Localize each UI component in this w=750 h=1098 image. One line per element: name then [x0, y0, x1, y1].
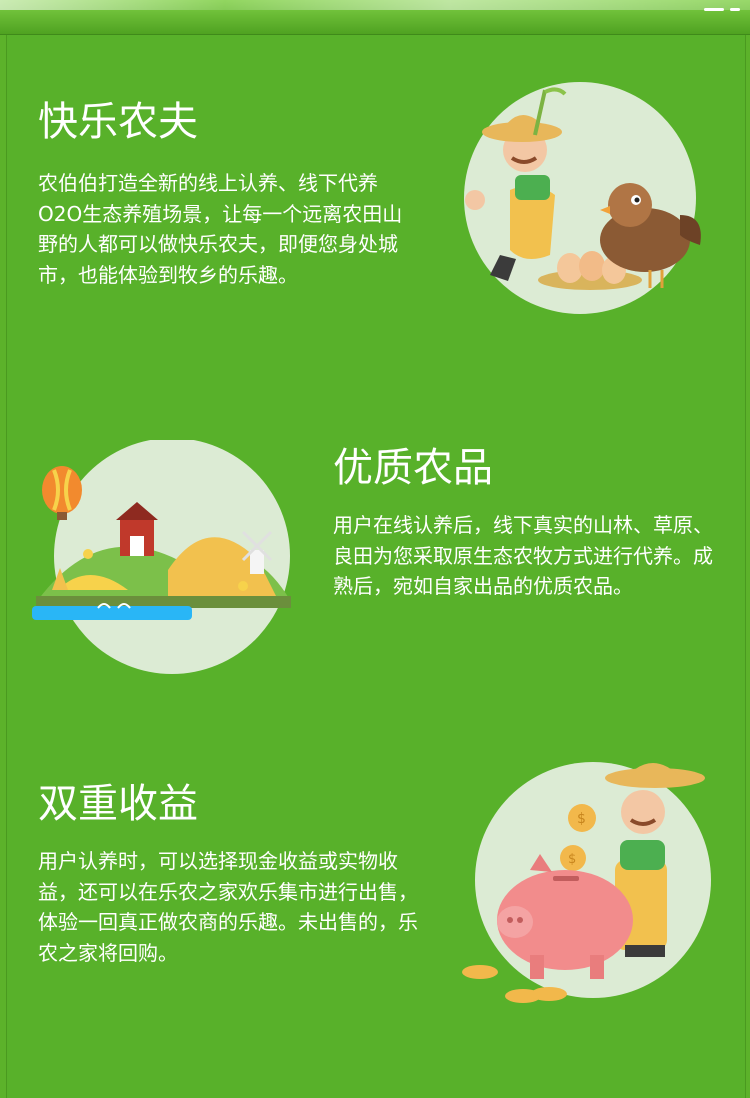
top-bar-decor-dash [704, 8, 724, 11]
farmer-with-chicken-illustration [450, 80, 720, 320]
top-bar-decor-dash [730, 8, 740, 11]
svg-text:$: $ [568, 852, 576, 867]
section-body: 农伯伯打造全新的线上认养、线下代养O2O生态养殖场景，让每一个远离农田山野的人都… [38, 171, 403, 287]
section-title: 双重收益 [38, 781, 198, 827]
top-bar-gloss [0, 0, 750, 10]
section-body: 用户认养时，可以选择现金收益或实物收益，还可以在乐农之家欢乐集市进行出售，体验一… [38, 849, 418, 965]
section-quality-products: 优质农品 用户在线认养后，线下真实的山林、草原、良田为您采取原生态农牧方式进行代… [333, 444, 717, 602]
farm-landscape-illustration [28, 440, 298, 680]
farmer-with-piggy-bank-illustration: $ $ [455, 750, 725, 1010]
section-body: 用户在线认养后，线下真实的山林、草原、良田为您采取原生态农牧方式进行代养。成熟后… [333, 513, 713, 598]
section-happy-farmer: 快乐农夫 农伯伯打造全新的线上认养、线下代养O2O生态养殖场景，让每一个远离农田… [38, 98, 422, 290]
section-title: 优质农品 [333, 445, 493, 491]
top-bar [0, 0, 750, 35]
svg-text:$: $ [577, 811, 586, 827]
section-dual-income: 双重收益 用户认养时，可以选择现金收益或实物收益，还可以在乐农之家欢乐集市进行出… [38, 780, 422, 968]
section-title: 快乐农夫 [38, 99, 198, 145]
